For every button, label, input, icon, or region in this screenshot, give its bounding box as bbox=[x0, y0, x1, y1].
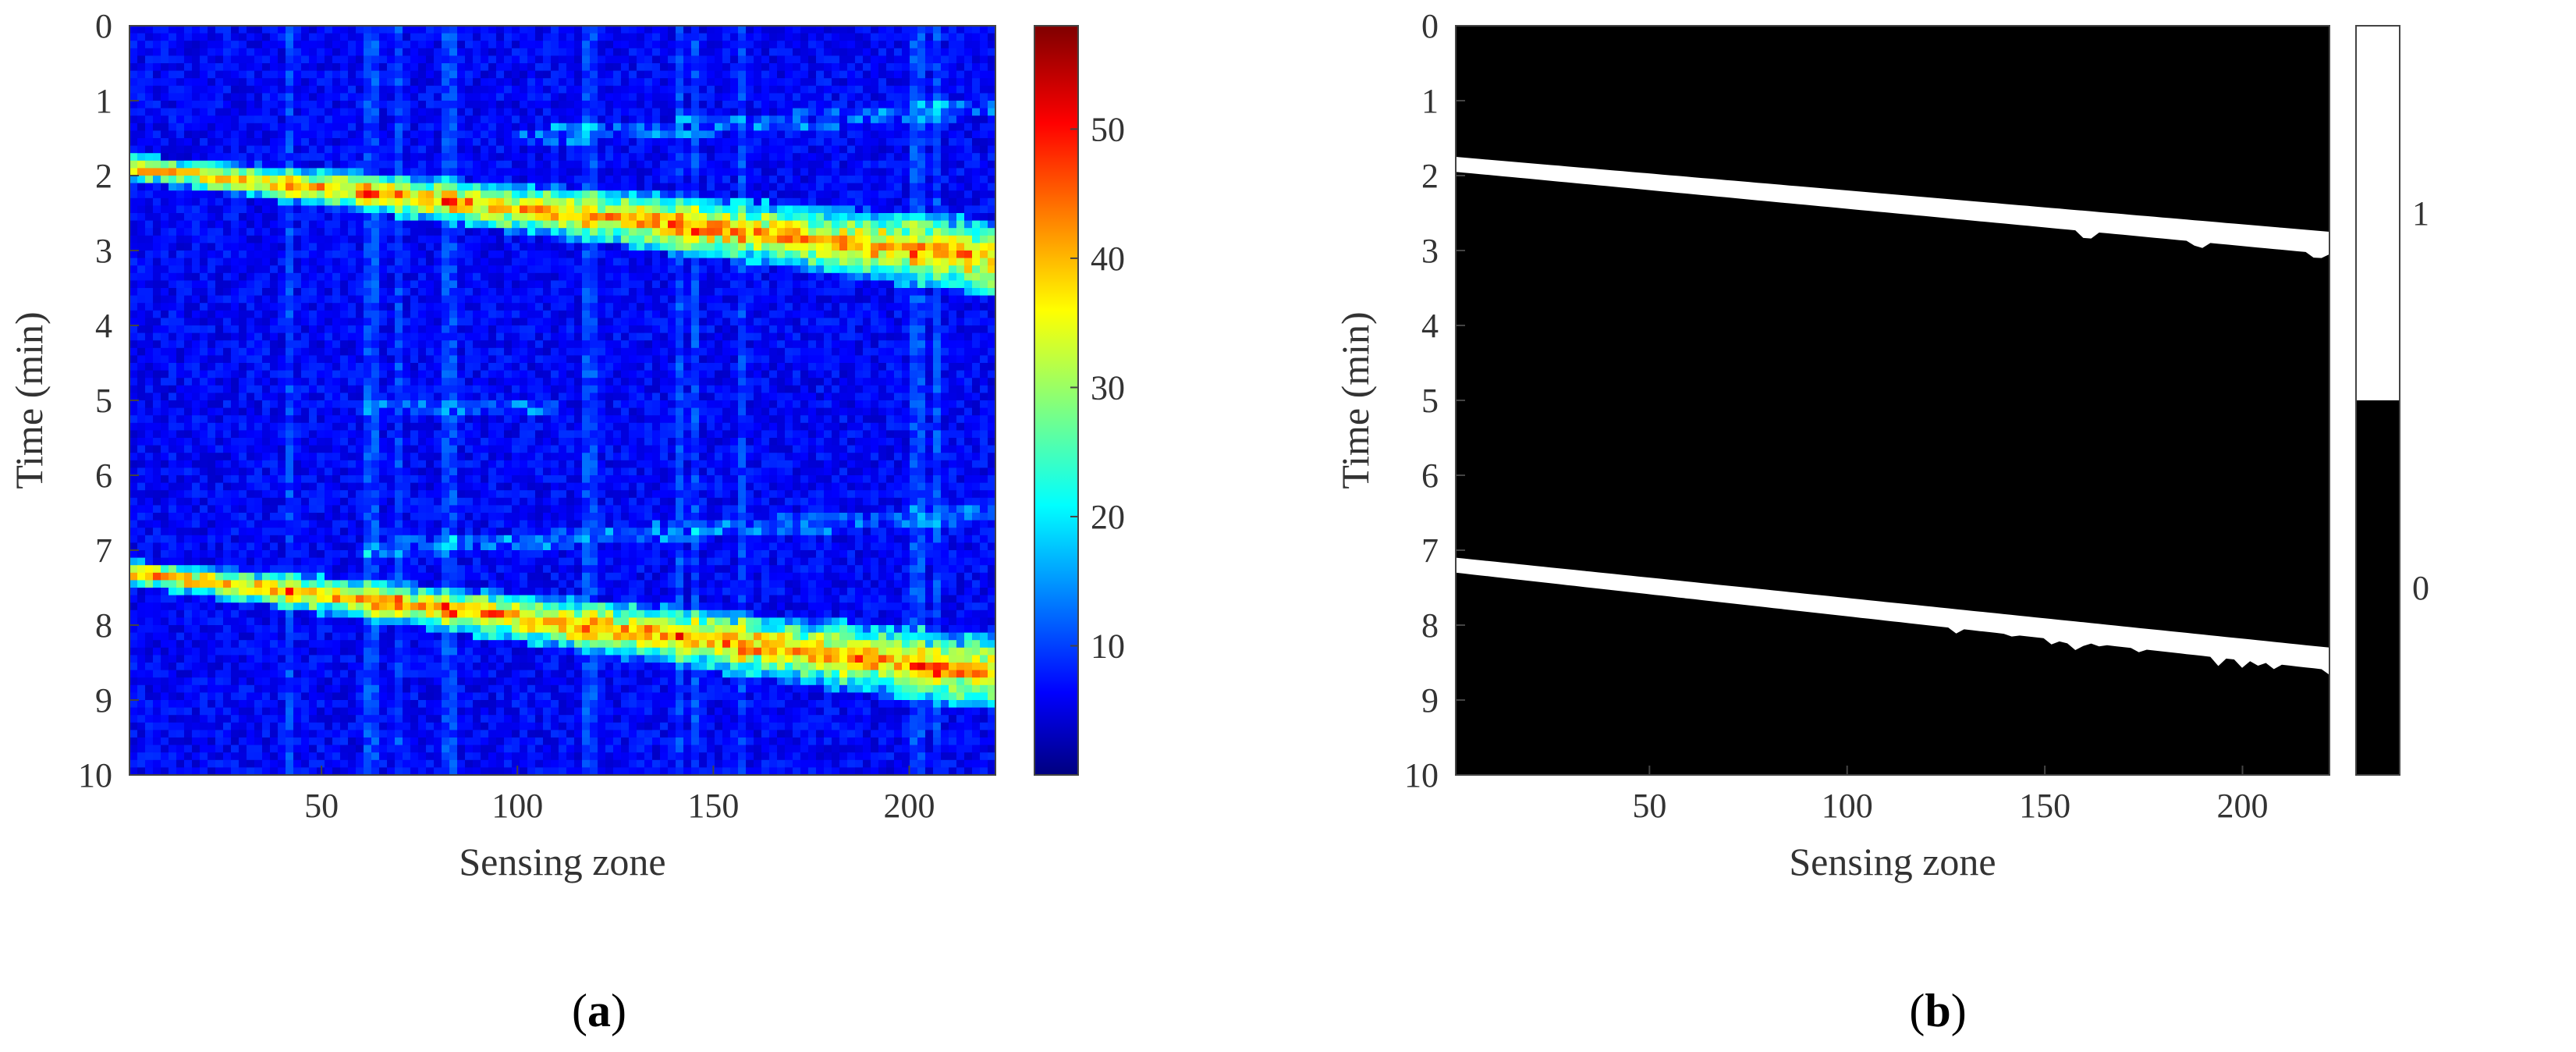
y-tick-label: 1 bbox=[95, 82, 112, 120]
x-tick-label: 200 bbox=[2217, 787, 2269, 825]
y-axis-label-b: Time (min) bbox=[1333, 311, 1377, 489]
colorbar-tick-label: 50 bbox=[1091, 110, 1125, 148]
x-tick-label: 100 bbox=[491, 787, 543, 825]
x-tick-label: 150 bbox=[2019, 787, 2070, 825]
colorbar-b: 01 bbox=[2355, 25, 2429, 776]
y-tick-label: 8 bbox=[1421, 606, 1439, 645]
panel-label-a-close: ) bbox=[611, 985, 626, 1036]
y-tick-label: 0 bbox=[95, 7, 112, 45]
y-tick-label: 8 bbox=[95, 606, 112, 645]
y-tick-label: 2 bbox=[1421, 157, 1439, 195]
panel-label-a-letter: a bbox=[587, 985, 611, 1036]
x-axis-label-a: Sensing zone bbox=[459, 840, 665, 883]
y-tick-label: 10 bbox=[78, 756, 112, 794]
y-ticks-b: 0 1 2 3 4 5 6 7 8 9 10 bbox=[1404, 7, 1465, 794]
y-tick-label: 0 bbox=[1421, 7, 1439, 45]
colorbar-tick-label: 1 bbox=[2412, 194, 2429, 233]
y-tick-label: 6 bbox=[95, 457, 112, 495]
y-tick-label: 7 bbox=[95, 531, 112, 570]
y-axis-label-a: Time (min) bbox=[7, 311, 51, 489]
mask-band-1 bbox=[1456, 157, 2329, 258]
y-tick-label: 6 bbox=[1421, 457, 1439, 495]
panel-label-a: (a) bbox=[572, 985, 626, 1036]
y-tick-label: 5 bbox=[95, 382, 112, 420]
panel-label-b-open: ( bbox=[1909, 985, 1925, 1036]
y-tick-label: 3 bbox=[1421, 232, 1439, 270]
plot-area-b bbox=[1456, 26, 2329, 775]
y-tick-label: 10 bbox=[1404, 756, 1439, 794]
plot-area-a bbox=[130, 26, 996, 776]
colorbar-gradient bbox=[1034, 25, 1079, 776]
y-tick-label: 3 bbox=[95, 232, 112, 270]
y-tick-label: 5 bbox=[1421, 382, 1439, 420]
y-tick-label: 7 bbox=[1421, 531, 1439, 570]
y-tick-label: 2 bbox=[95, 157, 112, 195]
colorbar-tick-label: 30 bbox=[1091, 368, 1125, 407]
colorbar-tick-label: 20 bbox=[1091, 498, 1125, 536]
y-tick-label: 9 bbox=[1421, 681, 1439, 720]
colorbar-tick-label: 0 bbox=[2412, 569, 2429, 607]
x-tick-label: 200 bbox=[884, 787, 935, 825]
y-tick-label: 4 bbox=[95, 307, 112, 345]
x-tick-label: 100 bbox=[1822, 787, 1873, 825]
colorbar-frame bbox=[2355, 25, 2400, 776]
x-tick-label: 50 bbox=[304, 787, 339, 825]
mask-band-2 bbox=[1456, 557, 2329, 675]
colorbar-black-segment bbox=[2356, 400, 2400, 775]
colorbar-tick-label: 10 bbox=[1091, 627, 1125, 665]
colorbar-white-segment bbox=[2356, 26, 2400, 400]
y-ticks-a: 0 1 2 3 4 5 6 7 8 9 10 bbox=[78, 7, 139, 794]
y-tick-label: 9 bbox=[95, 681, 112, 720]
y-tick-label: 1 bbox=[1421, 82, 1439, 120]
colorbar-tick-label: 40 bbox=[1091, 240, 1125, 278]
x-axis-label-b: Sensing zone bbox=[1789, 840, 1996, 883]
y-tick-label: 4 bbox=[1421, 307, 1439, 345]
x-tick-label: 50 bbox=[1632, 787, 1666, 825]
panel-label-b: (b) bbox=[1909, 985, 1966, 1036]
panel-label-a-open: ( bbox=[572, 985, 587, 1036]
x-tick-label: 150 bbox=[687, 787, 739, 825]
x-ticks-b: 50 100 150 200 bbox=[1632, 766, 2269, 825]
panel-a: 0 1 2 3 4 5 6 7 8 9 10 50 100 150 200 Time (min) Sens… bbox=[7, 7, 1125, 1036]
colorbar-a: 10 20 30 40 50 bbox=[1034, 25, 1125, 776]
panel-label-b-letter: b bbox=[1925, 985, 1950, 1036]
x-ticks-a: 50 100 150 200 bbox=[304, 766, 935, 825]
panel-label-b-close: ) bbox=[1951, 985, 1967, 1036]
